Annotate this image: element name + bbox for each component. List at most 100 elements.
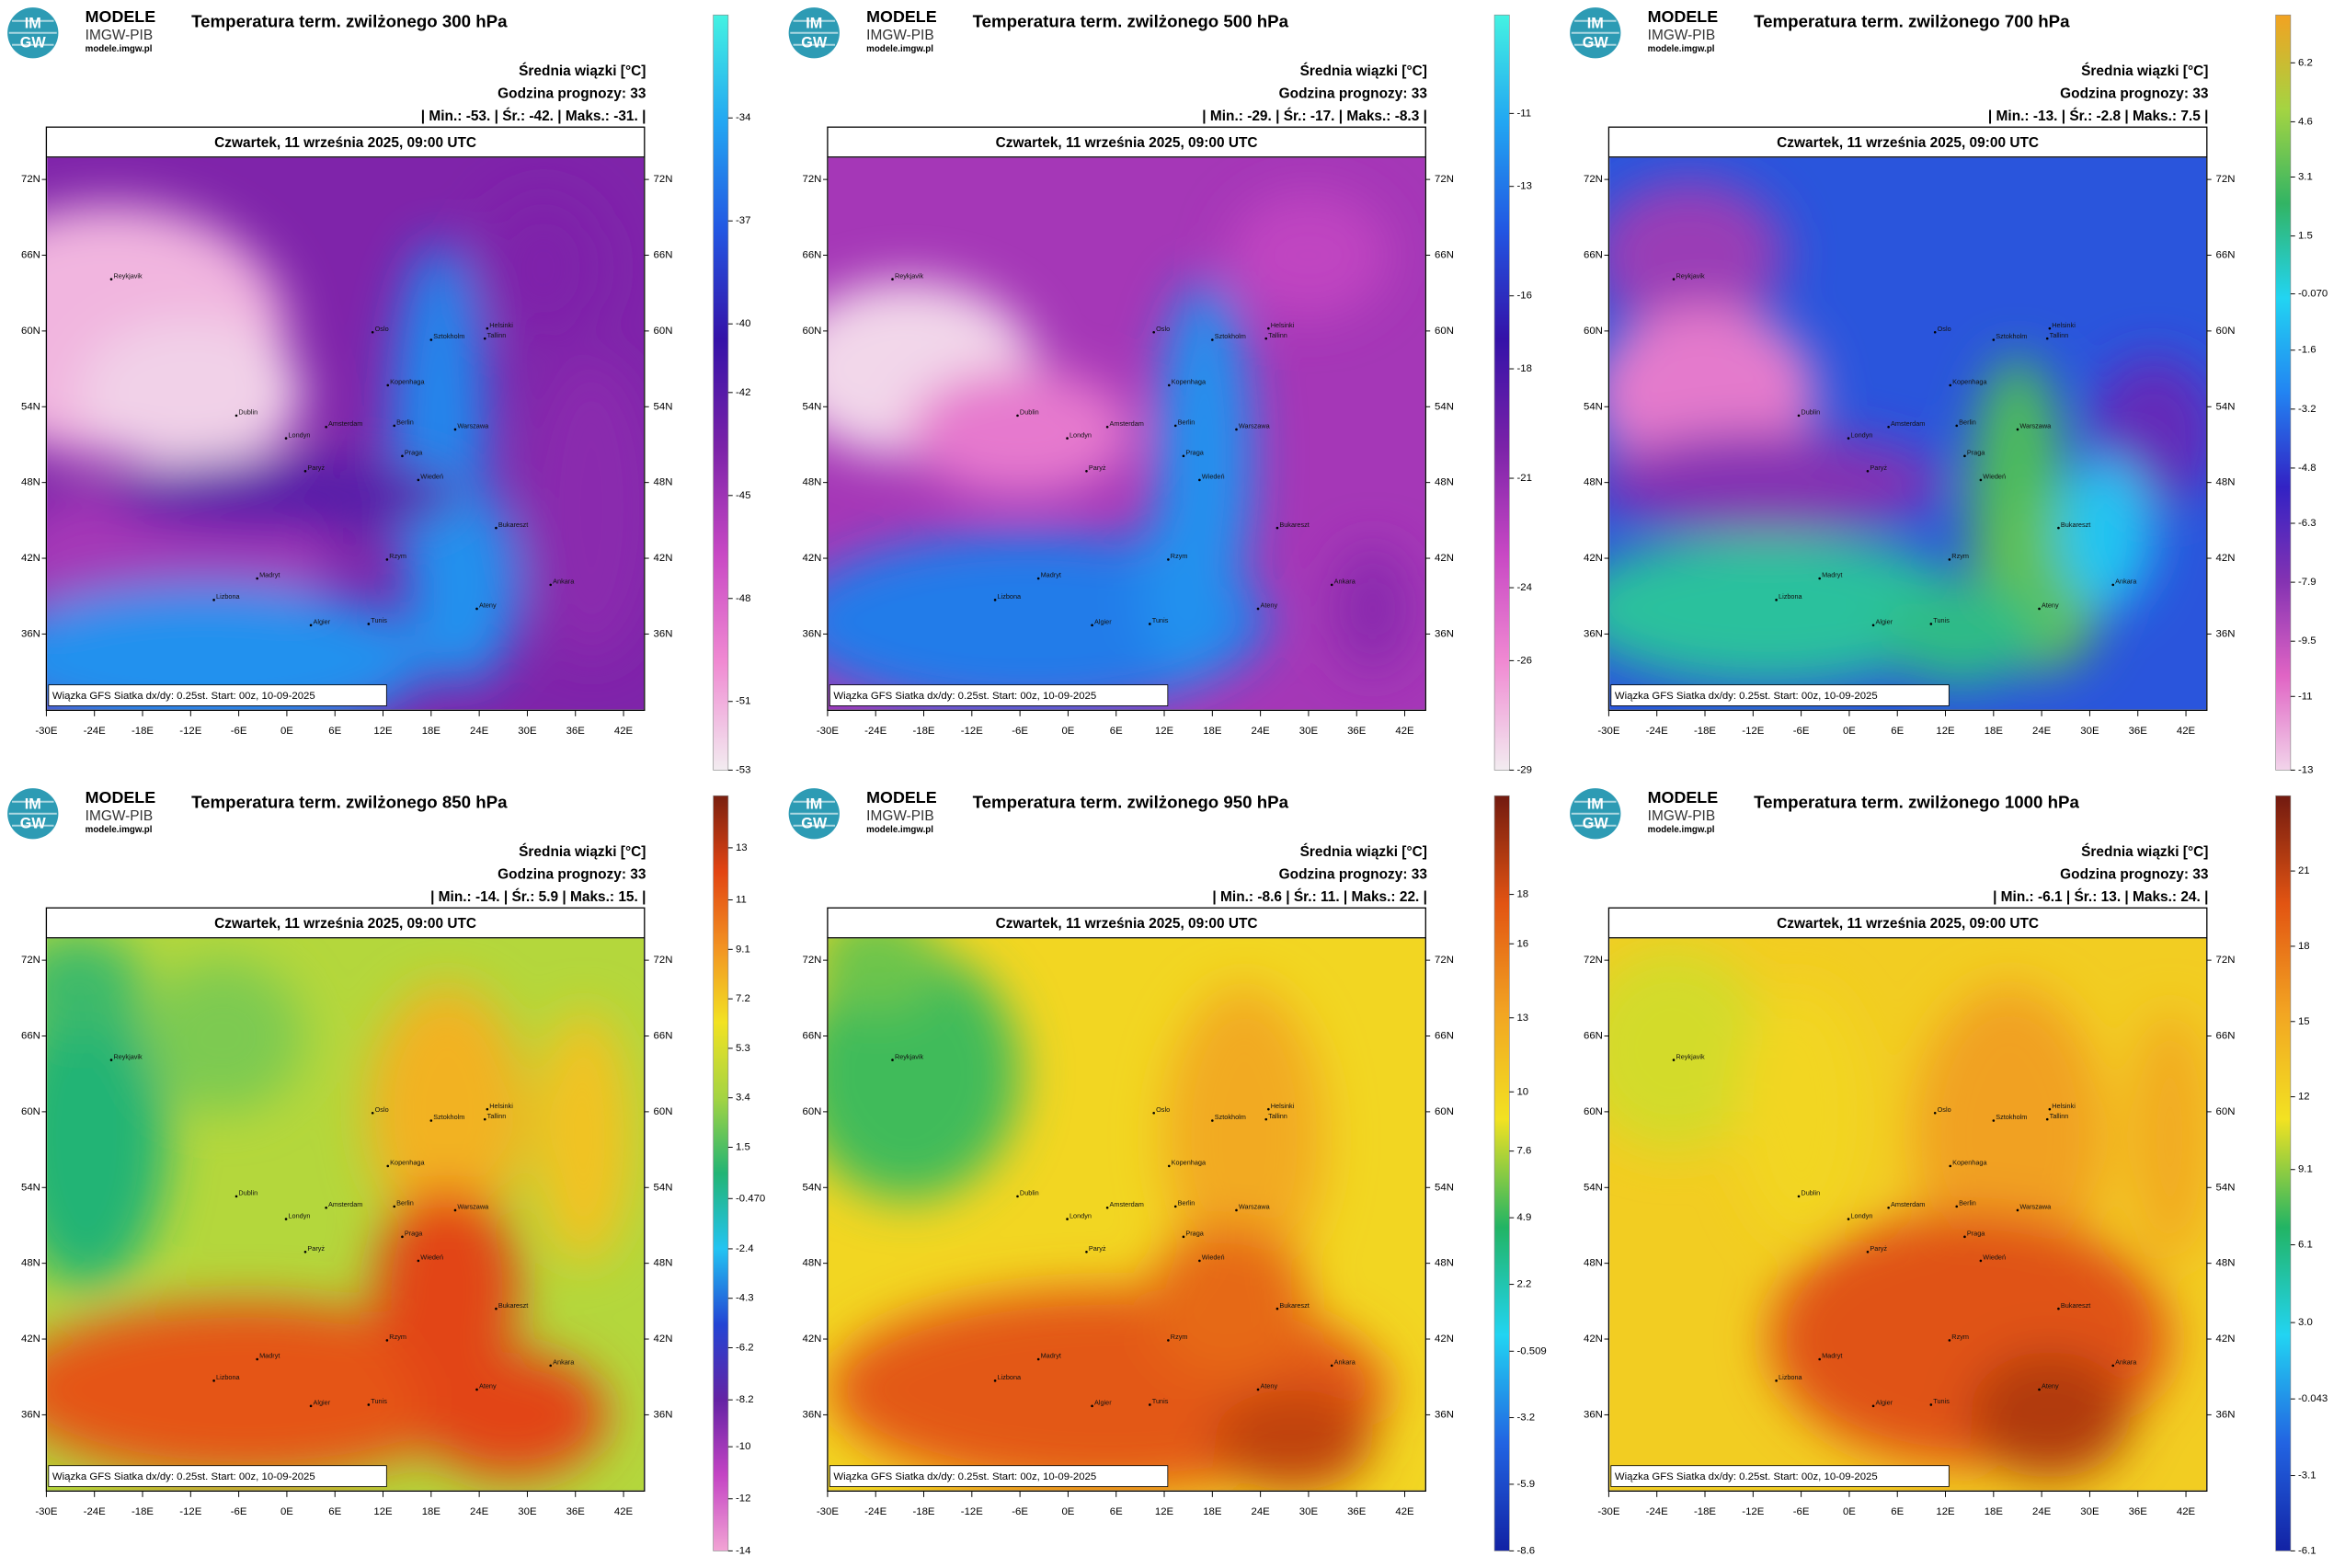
- field-blob: [415, 1351, 608, 1479]
- lat-label: 60N: [1584, 326, 1603, 337]
- mean-label: Średnia wiązki [°C]: [1300, 843, 1427, 860]
- logo-text: IM: [806, 795, 822, 812]
- city-dot: [1275, 1307, 1279, 1310]
- panel-title: Temperatura term. zwilżonego 700 hPa: [1754, 11, 2070, 30]
- lat-label: 42N: [803, 1333, 822, 1345]
- city-dot: [367, 1403, 371, 1406]
- field-blob: [535, 1011, 632, 1264]
- city-label: Berlin: [396, 418, 414, 427]
- colorbar-label: -29: [1516, 764, 1531, 775]
- city-dot: [325, 425, 327, 429]
- city-dot: [486, 1107, 489, 1111]
- logo-waves: [1571, 19, 1619, 46]
- logo-waves: [8, 800, 57, 827]
- mean-label: Średnia wiązki [°C]: [519, 63, 646, 79]
- field-blob: [527, 356, 644, 659]
- colorbar-label: -0.070: [2298, 288, 2328, 299]
- lon-label: 24E: [470, 726, 489, 737]
- lon-label: 0E: [1843, 1506, 1856, 1517]
- city-dot: [1775, 1379, 1778, 1382]
- colorbar-label: 3.4: [736, 1093, 750, 1104]
- lon-label: 42E: [2177, 1506, 2196, 1517]
- field-blob: [406, 482, 520, 685]
- city-label: Helsinki: [1271, 321, 1295, 329]
- city-dot: [1267, 326, 1270, 330]
- city-label: Madryt: [259, 571, 280, 579]
- lon-label: -18E: [132, 726, 154, 737]
- city-dot: [483, 1117, 486, 1121]
- city-dot: [1173, 1205, 1177, 1208]
- city-label: Ateny: [2042, 1382, 2059, 1391]
- city-label: Praga: [405, 1230, 423, 1238]
- logo-text: IM: [1587, 795, 1604, 812]
- lat-label: 60N: [654, 326, 673, 337]
- city-dot: [486, 326, 489, 330]
- city-dot: [1948, 1339, 1951, 1342]
- lon-label: 18E: [422, 1506, 441, 1517]
- logo-text: GW: [1583, 815, 1609, 831]
- colorbar: [713, 14, 729, 771]
- city-dot: [393, 424, 396, 428]
- lat-label: 48N: [1435, 1258, 1454, 1269]
- city-label: Warszawa: [1239, 1203, 1271, 1211]
- city-label: Amsterdam: [1891, 1200, 1925, 1208]
- city-dot: [284, 1218, 288, 1220]
- colorbar-label: 1.5: [736, 1142, 750, 1153]
- city-label: Algier: [314, 1398, 331, 1406]
- colorbar-label: -9.5: [2298, 635, 2316, 647]
- city-label: Dublin: [238, 1189, 257, 1197]
- city-label: Wiedeń: [1202, 473, 1225, 481]
- city-label: Dublin: [1801, 408, 1820, 417]
- lat-label: 60N: [2216, 326, 2236, 337]
- lat-label: 72N: [21, 174, 40, 185]
- city-label: Ankara: [1334, 578, 1356, 586]
- forecast-hour: Godzina prognozy: 33: [2060, 867, 2209, 883]
- city-dot: [1672, 1059, 1676, 1061]
- footer: Wiązka GFS Siatka dx/dy: 0.25st. Start: …: [833, 691, 1096, 702]
- city-label: Praga: [1185, 449, 1204, 457]
- lon-label: 24E: [2032, 1506, 2052, 1517]
- lat-label: 60N: [21, 1106, 40, 1117]
- city-label: Berlin: [396, 1199, 414, 1207]
- city-label: Lizbona: [1779, 1373, 1803, 1381]
- city-dot: [2016, 428, 2019, 431]
- city-label: Amsterdam: [328, 1200, 362, 1208]
- city-dot: [2057, 1307, 2060, 1310]
- colorbar-label: -5.9: [1516, 1479, 1535, 1490]
- lon-label: -6E: [1793, 1506, 1810, 1517]
- city-dot: [1963, 1235, 1966, 1239]
- footer-box: [829, 1465, 1169, 1487]
- field-blobs: [47, 938, 632, 1479]
- lon-label: 12E: [1936, 726, 1955, 737]
- lon-label: 6E: [328, 726, 341, 737]
- forecast-hour: Godzina prognozy: 33: [498, 867, 646, 883]
- lon-label: 42E: [614, 1506, 634, 1517]
- colorbar-label: 6.1: [2298, 1240, 2313, 1251]
- city-label: Ankara: [2115, 578, 2137, 586]
- lat-label: 36N: [1584, 1409, 1603, 1420]
- lon-label: 36E: [2129, 1506, 2148, 1517]
- lon-label: -6E: [1012, 1506, 1028, 1517]
- city-label: Berlin: [1959, 418, 1976, 427]
- lat-label: 54N: [21, 1182, 40, 1193]
- colorbar-label: -0.043: [2298, 1393, 2328, 1404]
- colorbar: [1493, 795, 1510, 1551]
- city-label: Tunis: [371, 616, 387, 624]
- brand: MODELE: [866, 7, 937, 26]
- lon-label: 30E: [518, 726, 537, 737]
- city-dot: [1256, 1388, 1260, 1391]
- city-dot: [1235, 428, 1238, 431]
- lat-label: 66N: [21, 1031, 40, 1042]
- lat-label: 72N: [1584, 955, 1603, 966]
- field-blob: [1212, 1390, 1373, 1491]
- city-dot: [1173, 424, 1177, 428]
- city-dot: [1929, 623, 1933, 625]
- panel-title: Temperatura term. zwilżonego 1000 hPa: [1754, 792, 2079, 811]
- lon-label: 6E: [1110, 726, 1123, 737]
- lon-label: 36E: [1347, 1506, 1367, 1517]
- logo-waves: [1571, 800, 1619, 827]
- city-dot: [2111, 1364, 2115, 1368]
- field-blob: [1969, 1351, 2131, 1479]
- map-field: Reykjavik Oslo Sztokholm Helsinki Tallinn Kop…: [1609, 938, 2206, 1491]
